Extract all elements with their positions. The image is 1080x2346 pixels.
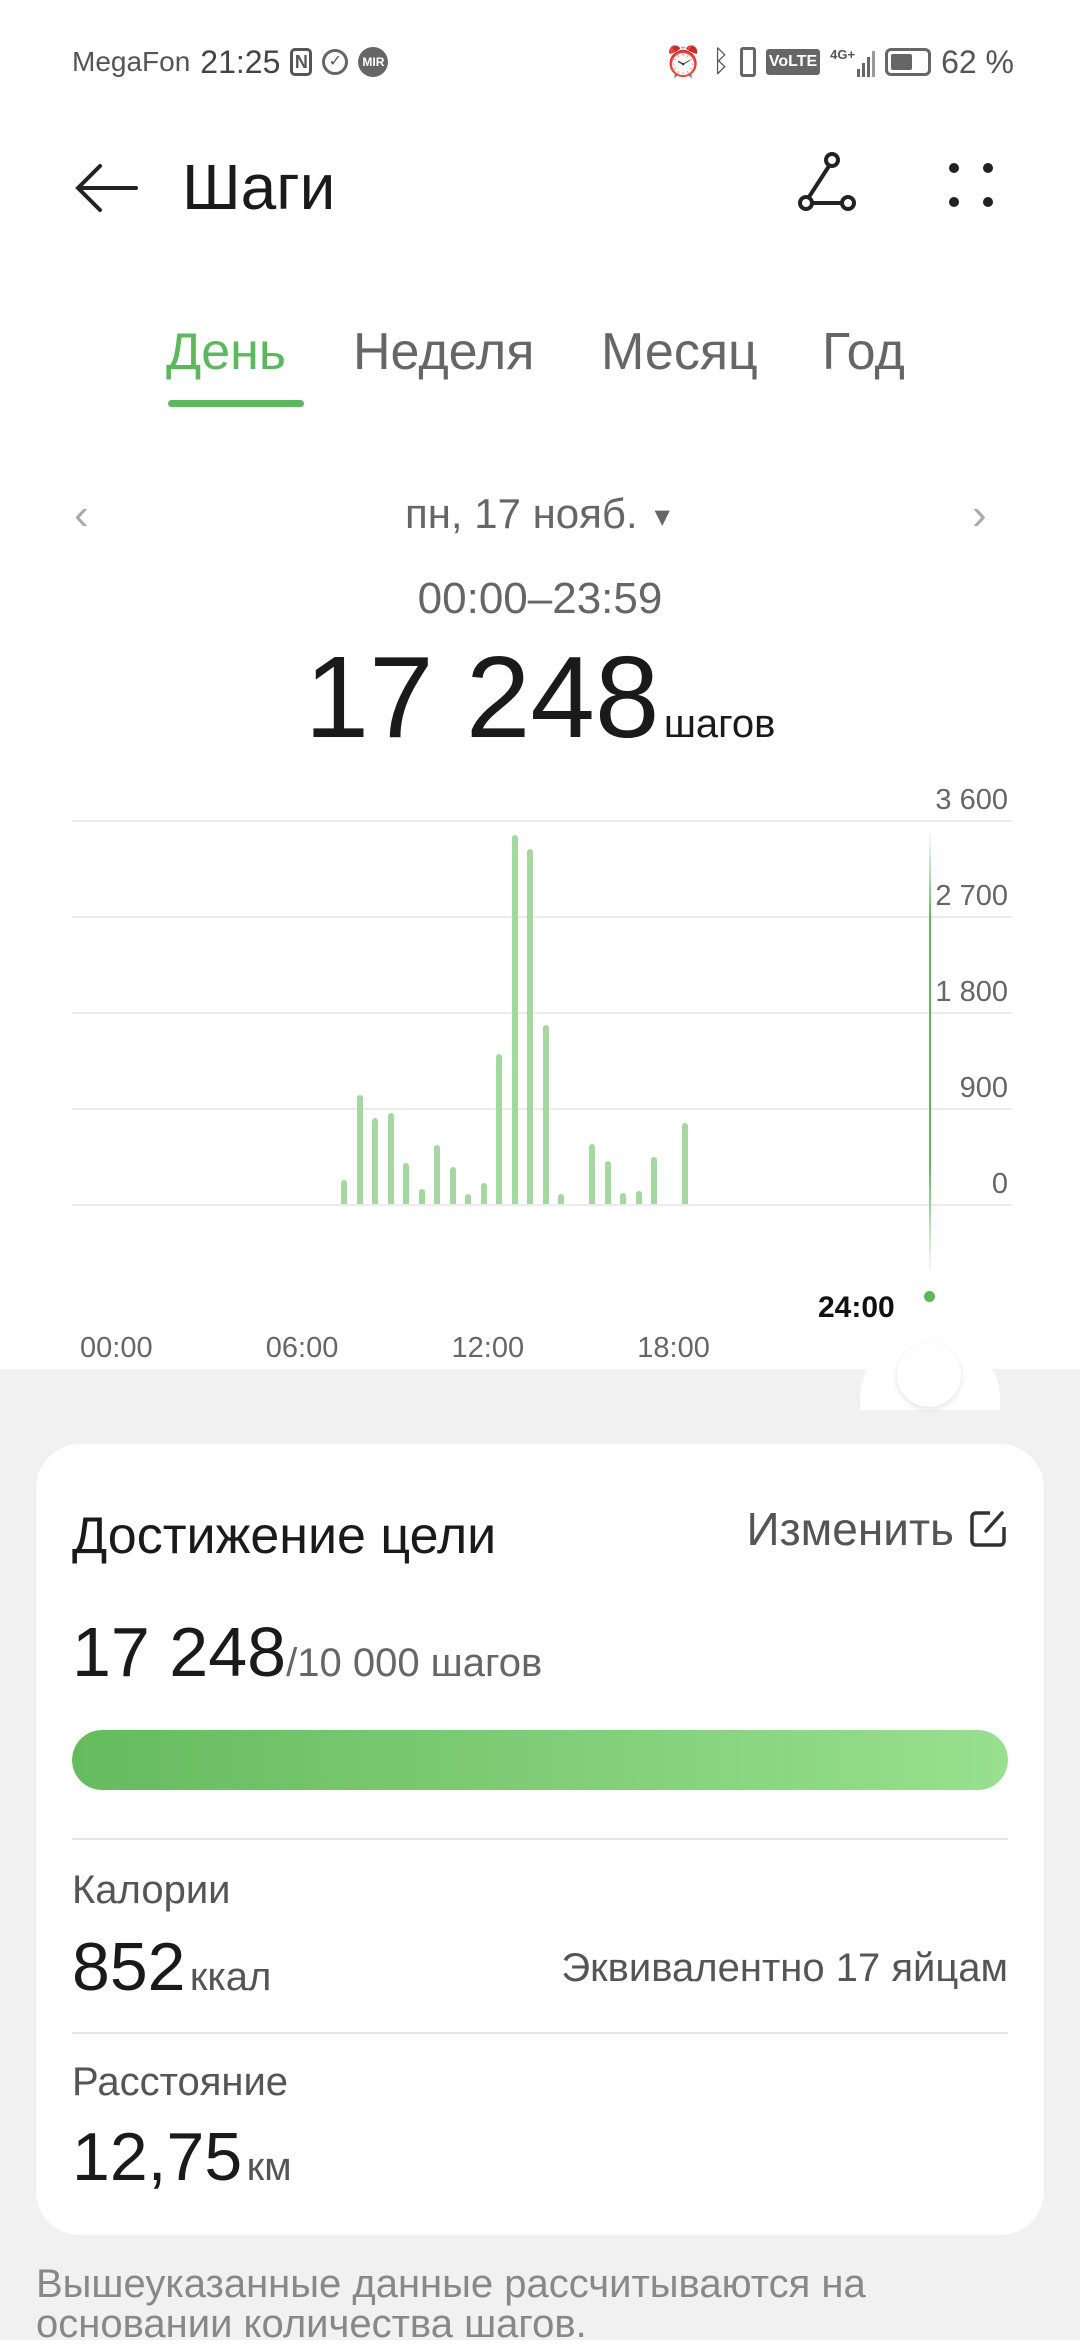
more-button[interactable] [944, 158, 1000, 214]
check-circle-icon: ✓ [322, 49, 349, 75]
network-type: 4G+ [830, 47, 856, 62]
edit-icon [970, 1511, 1006, 1547]
nfc-icon: N [290, 48, 313, 76]
battery-level: 62 % [941, 43, 1014, 80]
step-summary: 17 248 шагов [0, 630, 1080, 764]
x-tick-label: 18:00 [637, 1332, 710, 1364]
y-tick-label: 3 600 [935, 784, 1008, 816]
caret-down-icon: ▼ [649, 501, 676, 532]
chart-bar[interactable] [372, 1118, 379, 1204]
chart-bar[interactable] [418, 1188, 425, 1204]
goal-target: /10 000 шагов [286, 1641, 543, 1685]
y-tick-label: 0 [991, 1168, 1008, 1200]
chart-bar[interactable] [511, 834, 518, 1204]
divider [72, 2032, 1008, 2034]
clock: 21:25 [200, 43, 281, 80]
arrow-left-icon [75, 164, 138, 212]
edit-goal-label: Изменить [746, 1503, 955, 1555]
chart-bar[interactable] [356, 1095, 363, 1204]
y-tick-label: 2 700 [935, 880, 1008, 912]
time-range: 00:00–23:59 [417, 574, 663, 623]
gridline [72, 1012, 1012, 1014]
chart-bar[interactable] [527, 848, 534, 1204]
gridline [72, 916, 1012, 918]
date-label: пн, 17 нояб. [404, 490, 638, 537]
status-bar-left: MegaFon 21:25 N ✓ MIR [72, 40, 389, 84]
volte-icon: VoLTE [765, 49, 821, 75]
chart-bar[interactable] [496, 1054, 503, 1204]
status-bar-right: ⏰ ᛒ VoLTE 4G+ 62 % [664, 40, 1014, 84]
goal-steps: 17 248 [72, 1613, 287, 1691]
goal-title: Достижение цели [72, 1507, 497, 1565]
chart-cursor-line[interactable] [929, 830, 931, 1276]
x-tick-label: 12:00 [451, 1332, 525, 1364]
chart-bar[interactable] [542, 1025, 549, 1204]
alarm-icon: ⏰ [664, 45, 702, 79]
calories-equivalent: Эквивалентно 17 яйцам [561, 1946, 1008, 1990]
calories-label: Калории [72, 1868, 231, 1912]
chart-bar[interactable] [449, 1166, 456, 1204]
chart-bar[interactable] [558, 1194, 565, 1204]
goal-progress-fill [72, 1730, 1008, 1790]
steps-total: 17 248 [304, 632, 660, 762]
calories-value-row: 852 ккал [72, 1928, 271, 2006]
tab-active-underline [168, 400, 304, 407]
goal-progress-text: 17 248/10 000 шагов [72, 1612, 542, 1692]
chart-bar[interactable] [403, 1163, 410, 1204]
calories-unit: ккал [189, 1955, 272, 1999]
page-title: Шаги [182, 151, 336, 223]
chart-bar[interactable] [620, 1192, 627, 1204]
next-day-button[interactable]: › [972, 490, 987, 539]
tab-week[interactable]: Неделя [353, 323, 535, 381]
mir-icon: MIR [358, 47, 389, 77]
bluetooth-icon: ᛒ [711, 45, 730, 78]
chart-bar[interactable] [465, 1194, 472, 1204]
back-button[interactable] [70, 158, 140, 218]
divider [72, 1838, 1008, 1840]
gridline [72, 820, 1012, 822]
chart-bar[interactable] [480, 1183, 487, 1204]
tab-day[interactable]: День [166, 323, 286, 381]
cursor-time-label: 24:00 [818, 1291, 895, 1324]
more-dots-icon [949, 163, 993, 207]
distance-unit: км [246, 2145, 292, 2189]
goal-card: Достижение цели Изменить 17 248/10 000 ш… [36, 1444, 1044, 2235]
cursor-dot [924, 1291, 935, 1302]
distance-value: 12,75 [72, 2119, 243, 2195]
chart-bar[interactable] [635, 1191, 642, 1204]
chart-bar[interactable] [387, 1113, 394, 1204]
footnote: Вышеуказанные данные рассчитываются на о… [36, 2262, 866, 2346]
steps-unit: шагов [663, 702, 776, 746]
carrier: MegaFon [72, 46, 191, 77]
gridline [72, 1108, 1012, 1110]
gridline [72, 1204, 1012, 1206]
battery-icon [885, 48, 932, 76]
share-button[interactable] [792, 148, 862, 218]
y-tick-label: 1 800 [935, 976, 1008, 1008]
chart-bar[interactable] [434, 1144, 441, 1204]
goal-progress-bar [72, 1730, 1008, 1790]
distance-label: Расстояние [72, 2060, 289, 2104]
tab-month[interactable]: Месяц [601, 323, 758, 381]
share-icon [798, 152, 856, 211]
chart-bar[interactable] [341, 1180, 348, 1204]
chart-bar[interactable] [604, 1161, 611, 1204]
x-tick-label: 06:00 [265, 1332, 339, 1364]
chart-bar[interactable] [682, 1123, 689, 1204]
chart-slider-knob[interactable] [897, 1343, 961, 1407]
edit-goal-button[interactable]: Изменить [747, 1502, 1009, 1556]
prev-day-button[interactable]: ‹ [74, 490, 89, 539]
chart-bar[interactable] [589, 1143, 596, 1204]
signal-icon: 4G+ [830, 47, 876, 77]
y-tick-label: 900 [959, 1072, 1008, 1104]
distance-value-row: 12,75 км [72, 2118, 292, 2196]
vibrate-icon [739, 47, 756, 77]
tab-year[interactable]: Год [822, 323, 905, 381]
chart-bar[interactable] [651, 1157, 658, 1204]
x-tick-label: 00:00 [80, 1332, 153, 1364]
date-picker[interactable]: пн, 17 нояб. ▼ [0, 490, 1080, 538]
calories-value: 852 [72, 1929, 186, 2005]
